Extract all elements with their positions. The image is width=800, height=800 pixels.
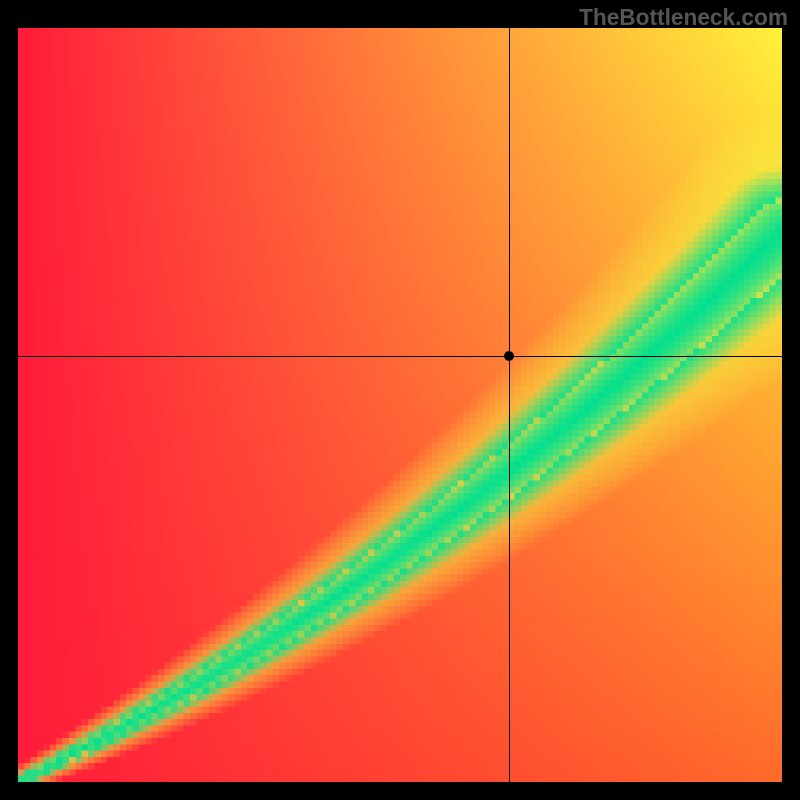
plot-area	[18, 28, 782, 782]
crosshair-horizontal	[18, 356, 782, 357]
watermark-text: TheBottleneck.com	[579, 4, 788, 31]
crosshair-vertical	[509, 28, 510, 782]
chart-frame: TheBottleneck.com	[0, 0, 800, 800]
heatmap-canvas	[18, 28, 782, 782]
